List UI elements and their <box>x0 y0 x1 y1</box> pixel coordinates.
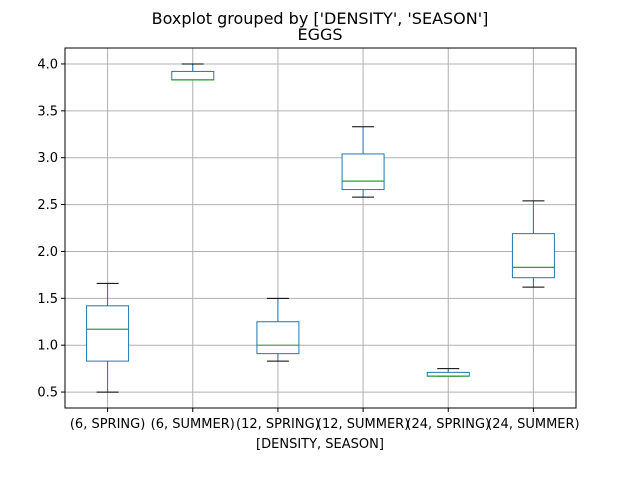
x-tick-label: (12, SUMMER) <box>317 417 409 432</box>
axes-title: EGGS <box>297 25 342 44</box>
x-tick-label: (6, SPRING) <box>70 417 145 432</box>
box-series <box>86 63 555 393</box>
iqr-box <box>171 70 215 81</box>
figure-suptitle: Boxplot grouped by ['DENSITY', 'SEASON'] <box>152 9 489 28</box>
iqr-box <box>511 233 555 279</box>
iqr-box <box>341 153 385 191</box>
box-group <box>511 200 555 288</box>
x-tick-label: (24, SPRING) <box>406 417 490 432</box>
y-tick-label: 3.5 <box>37 104 58 119</box>
box-group <box>256 297 300 362</box>
y-tick-label: 2.5 <box>37 198 58 213</box>
iqr-box <box>256 321 300 355</box>
y-axis: 0.5 1.0 1.5 2.0 2.5 3.0 3.5 4.0 <box>37 57 65 401</box>
y-tick-label: 4.0 <box>37 57 58 72</box>
box-group <box>86 282 130 393</box>
y-tick-label: 3.0 <box>37 151 58 166</box>
x-tick-label: (6, SUMMER) <box>151 417 235 432</box>
x-tick-label: (12, SPRING) <box>236 417 320 432</box>
plot-frame <box>64 47 577 409</box>
y-tick-label: 2.0 <box>37 245 58 260</box>
box-group <box>341 126 385 198</box>
x-axis-label: [DENSITY, SEASON] <box>256 437 384 452</box>
y-tick-label: 1.5 <box>37 292 58 307</box>
y-tick-label: 1.0 <box>37 339 58 354</box>
box-group <box>426 368 470 377</box>
x-tick-label: (24, SUMMER) <box>487 417 579 432</box>
iqr-box <box>86 305 130 362</box>
box-group <box>171 63 215 81</box>
x-axis: (6, SPRING) (6, SUMMER) (12, SPRING)(12, S… <box>70 408 580 432</box>
y-tick-label: 0.5 <box>37 386 58 401</box>
